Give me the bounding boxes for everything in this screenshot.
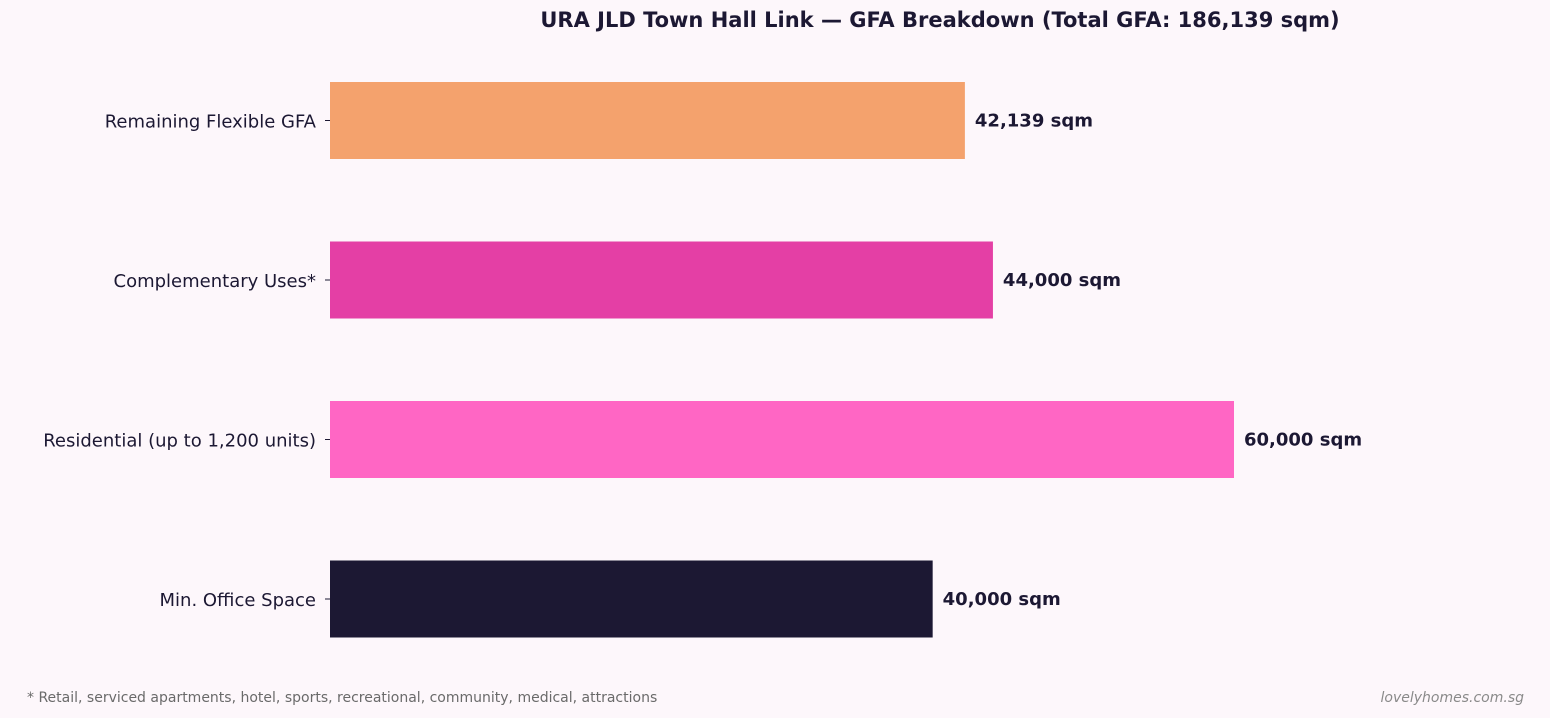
value-label-residential-up-to-1-200-units: 60,000 sqm bbox=[1244, 430, 1362, 451]
value-label-remaining-flexible-gfa: 42,139 sqm bbox=[975, 111, 1093, 132]
footnote: * Retail, serviced apartments, hotel, sp… bbox=[27, 690, 658, 706]
watermark: lovelyhomes.com.sg bbox=[1380, 690, 1525, 706]
y-tick-label-min-office-space: Min. Office Space bbox=[160, 590, 317, 611]
chart-title: URA JLD Town Hall Link — GFA Breakdown (… bbox=[540, 8, 1340, 32]
bar-min-office-space bbox=[330, 560, 933, 638]
y-tick-label-complementary-uses: Complementary Uses* bbox=[114, 271, 317, 292]
bar-complementary-uses bbox=[330, 241, 993, 319]
bar-remaining-flexible-gfa bbox=[330, 82, 965, 159]
value-label-min-office-space: 40,000 sqm bbox=[943, 589, 1061, 610]
bar-residential-up-to-1-200-units bbox=[330, 401, 1234, 478]
y-tick-label-residential-up-to-1-200-units: Residential (up to 1,200 units) bbox=[43, 431, 316, 452]
value-label-complementary-uses: 44,000 sqm bbox=[1003, 270, 1121, 291]
y-tick-label-remaining-flexible-gfa: Remaining Flexible GFA bbox=[105, 112, 317, 133]
